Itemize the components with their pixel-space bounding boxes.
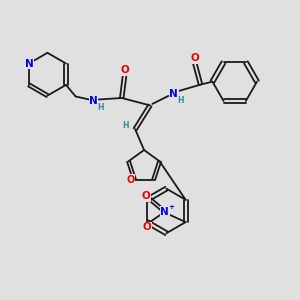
Text: -: - xyxy=(152,220,155,229)
Text: N: N xyxy=(89,96,98,106)
Text: H: H xyxy=(177,96,184,105)
Text: O: O xyxy=(142,222,152,233)
Text: O: O xyxy=(190,53,199,64)
Text: H: H xyxy=(122,121,129,130)
Text: O: O xyxy=(127,175,135,184)
Text: N: N xyxy=(169,88,178,98)
Text: +: + xyxy=(168,204,174,210)
Text: N: N xyxy=(25,58,33,68)
Text: N: N xyxy=(160,207,169,217)
Text: O: O xyxy=(142,191,151,201)
Text: O: O xyxy=(120,65,129,75)
Text: H: H xyxy=(97,103,103,112)
